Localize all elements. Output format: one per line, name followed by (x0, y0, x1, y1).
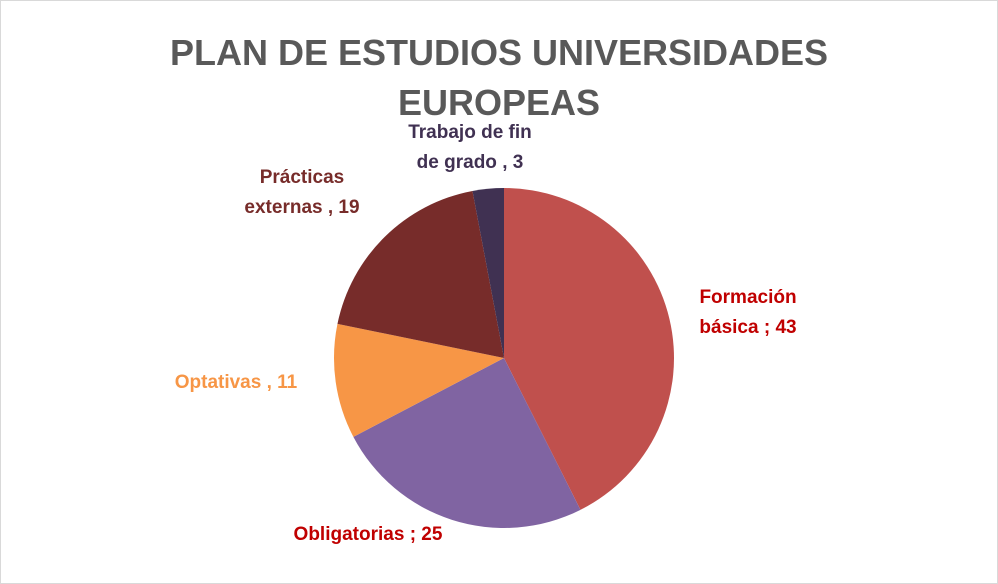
pie-slice (353, 358, 581, 528)
category-label: Optativas (174, 372, 262, 393)
data-label: Obligatorias ; 25 (293, 520, 443, 550)
category-label: Trabajo de fin de grado (408, 122, 532, 173)
data-label: Optativas , 11 (126, 368, 346, 398)
value-label: , 3 (502, 152, 524, 173)
value-label: ; 25 (409, 524, 443, 545)
data-label: Trabajo de fin de grado , 3 (398, 118, 543, 178)
data-label: Prácticas externas , 19 (232, 163, 372, 223)
pie-slice (334, 323, 504, 437)
pie-slice (504, 188, 675, 510)
value-label: , 19 (327, 197, 360, 218)
value-label: ; 43 (763, 317, 797, 338)
data-label: Formación básica ; 43 (683, 283, 813, 343)
pie-slice (472, 188, 504, 358)
value-label: , 11 (266, 372, 298, 393)
category-label: Formación básica (699, 287, 797, 338)
category-label: Obligatorias (293, 524, 405, 545)
chart-title: PLAN DE ESTUDIOS UNIVERSIDADES EUROPEAS (169, 32, 829, 123)
pie-slice (337, 190, 504, 358)
category-label: Prácticas externas (244, 167, 345, 218)
